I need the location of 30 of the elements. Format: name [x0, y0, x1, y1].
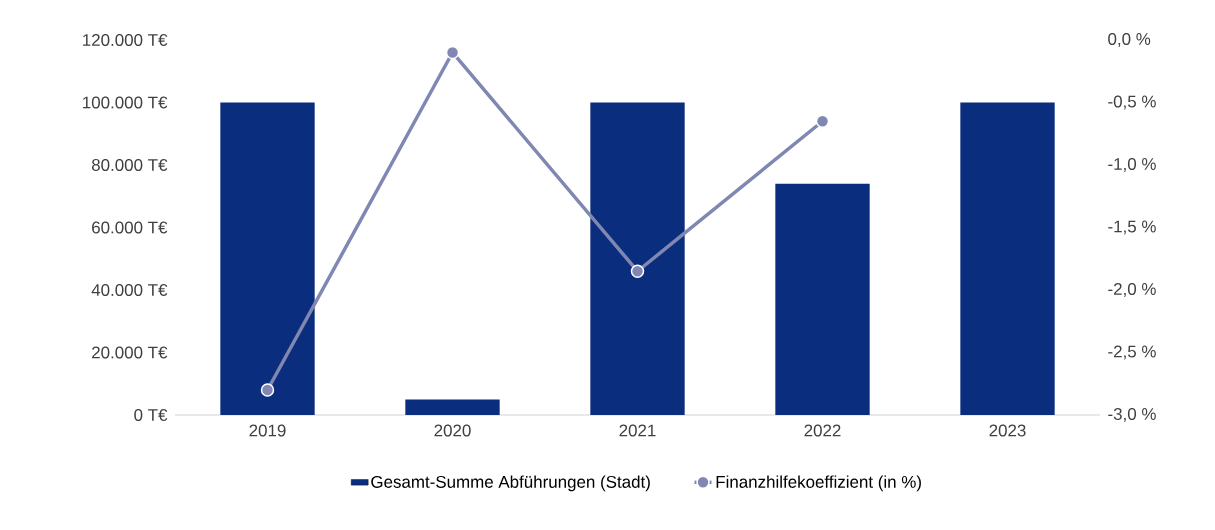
y-tick-label: 0 T€ — [134, 409, 168, 421]
y-tick-label: 80.000 T€ — [91, 159, 168, 171]
point — [630, 264, 645, 278]
y2-tick-label: -0,5 % — [1108, 95, 1156, 110]
y-tick-label: 120.000 T€ — [83, 34, 168, 46]
point — [260, 383, 275, 397]
y-tick-label: 60.000 T€ — [92, 221, 168, 234]
bar — [960, 102, 1055, 415]
x-tick-label: 2021 — [619, 424, 656, 437]
y2-tick-label: -3,0 % — [1108, 408, 1156, 422]
y-tick-label: 40.000 T€ — [91, 284, 168, 296]
bar — [590, 102, 685, 415]
y2-tick-label: -2,0 % — [1108, 283, 1156, 297]
bar — [775, 183, 870, 415]
x-tick-label: 2022 — [804, 424, 841, 437]
y2-tick-label: -2,5 % — [1108, 345, 1156, 360]
y-tick-label: 100.000 T€ — [83, 96, 168, 109]
y2-tick-label: 0,0 % — [1108, 33, 1151, 47]
legend-label: Finanzhilfekoeffizient (in %) — [716, 475, 921, 492]
legend-label: Gesamt-Summe Abführungen (Stadt) — [371, 475, 650, 492]
x-tick-label: 2019 — [249, 424, 286, 437]
y-tick-label: 20.000 T€ — [92, 346, 168, 359]
x-tick-label: 2023 — [989, 424, 1026, 437]
bar — [220, 102, 315, 415]
y2-tick-label: -1,5 % — [1108, 220, 1156, 235]
point — [445, 45, 460, 60]
y2-tick-label: -1,0 % — [1108, 158, 1156, 172]
x-tick-label: 2020 — [434, 424, 471, 437]
bar — [405, 399, 500, 415]
point — [815, 114, 830, 128]
